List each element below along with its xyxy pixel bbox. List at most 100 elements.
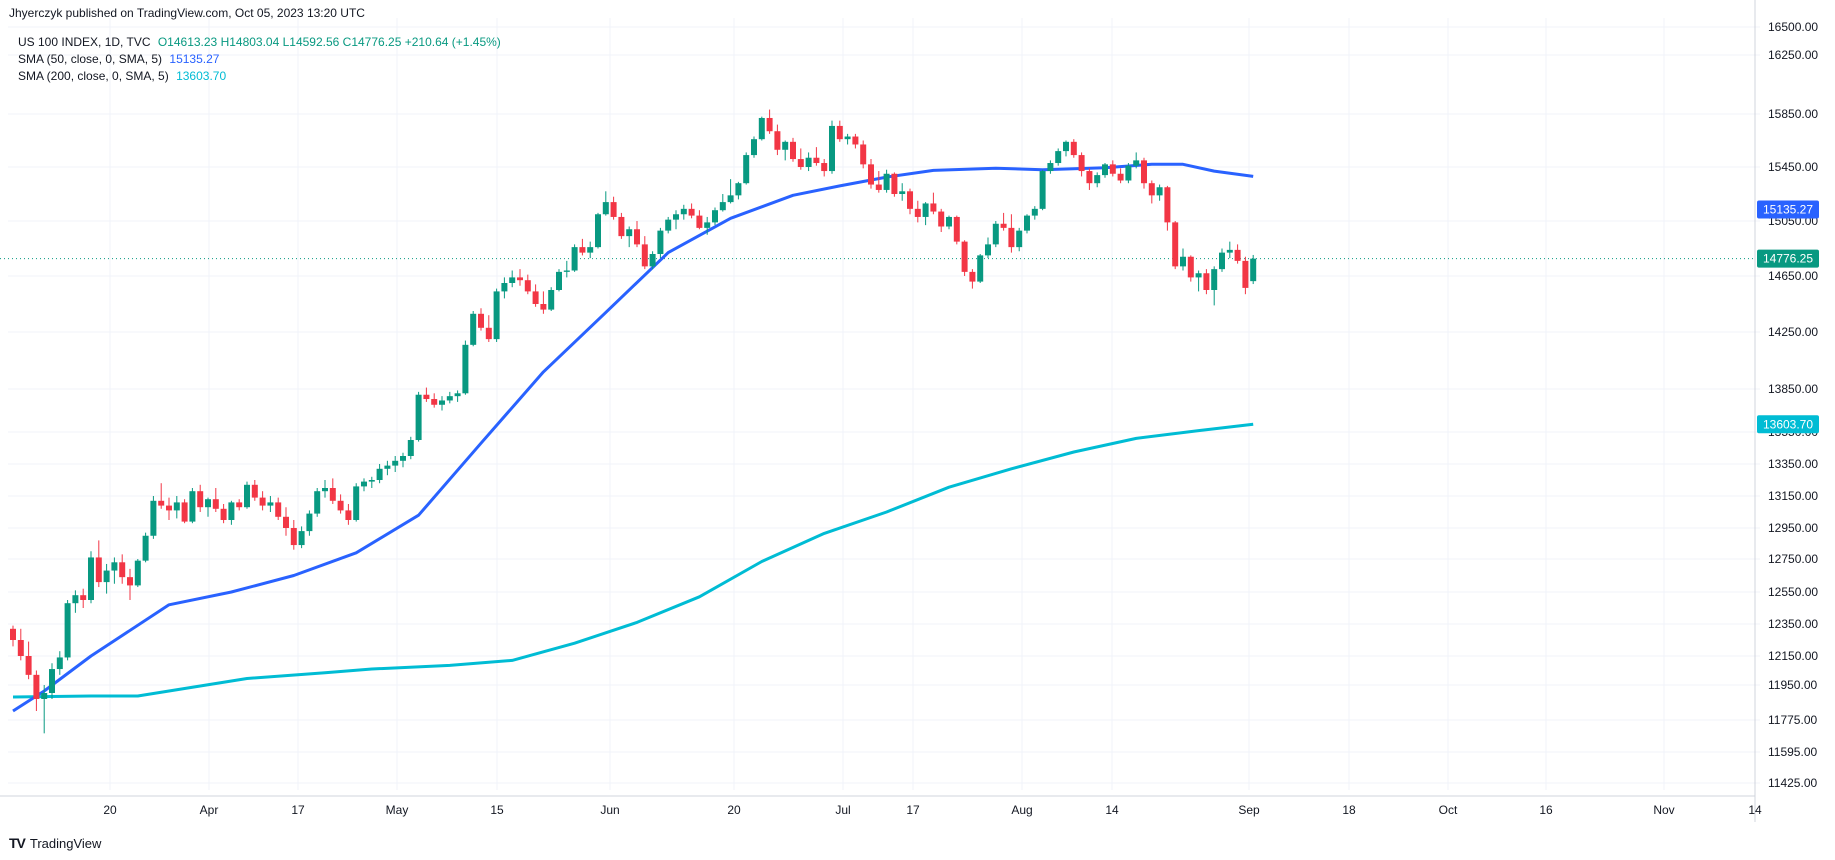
candle [72, 590, 79, 613]
candle [821, 159, 828, 177]
candle [119, 554, 126, 584]
candle-body [571, 247, 578, 271]
candle [1086, 168, 1093, 190]
candle-body [212, 499, 219, 509]
candle-body [946, 216, 952, 227]
time-tick-label: 18 [1342, 803, 1356, 817]
candle-body [267, 502, 274, 506]
candle-body [751, 139, 757, 156]
candle-body [25, 656, 32, 675]
candle-body [446, 396, 453, 401]
candle [626, 226, 633, 248]
candle-body [95, 557, 102, 583]
candle-body [173, 502, 180, 511]
candle [704, 216, 711, 235]
candle-body [813, 157, 820, 164]
candle-body [329, 488, 336, 501]
candle [1125, 163, 1132, 184]
candle [961, 240, 968, 276]
candle-body [1125, 165, 1132, 181]
candle [384, 460, 391, 476]
candle-body [181, 502, 188, 522]
candle-body [587, 247, 594, 253]
candle [1180, 248, 1186, 271]
candle [907, 188, 913, 215]
candle-body [205, 499, 211, 508]
time-tick-label: Nov [1653, 803, 1674, 817]
price-tick-label: 13850.00 [1768, 382, 1818, 396]
candle-body [189, 491, 196, 522]
candle [189, 488, 196, 524]
publish-info: Jhyerczyk published on TradingView.com, … [9, 6, 365, 20]
candle-body [166, 505, 172, 511]
candle-body [298, 531, 305, 546]
candle-body [134, 560, 141, 586]
candle-body [407, 440, 414, 456]
candle [634, 221, 640, 248]
candle [298, 526, 305, 549]
candle-body [665, 219, 672, 231]
candle [602, 191, 609, 216]
price-marker: 14776.25 [1757, 249, 1819, 268]
candle [1133, 152, 1140, 169]
candle-body [1102, 164, 1108, 176]
candle-body [556, 271, 562, 290]
candle [727, 179, 734, 204]
candle [860, 140, 867, 169]
candle-body [735, 183, 742, 196]
candle [111, 557, 118, 584]
candle-body [860, 144, 867, 165]
candle [197, 484, 204, 512]
candle [478, 308, 484, 331]
candle [345, 504, 352, 525]
candle [1109, 160, 1116, 177]
time-tick-label: Jun [600, 803, 619, 817]
candle [95, 540, 102, 588]
candle [1008, 214, 1015, 253]
candle [953, 215, 960, 245]
candle [766, 109, 773, 134]
candle-body [883, 173, 890, 190]
candle-body [1141, 160, 1147, 184]
candle-body [376, 468, 383, 480]
candle [415, 391, 422, 442]
tradingview-brand[interactable]: TV TradingView [9, 835, 101, 851]
candle-body [423, 394, 430, 400]
candle-body [517, 277, 523, 281]
candle [688, 203, 695, 219]
candle [56, 651, 63, 675]
chart-legend: US 100 INDEX, 1D, TVC O14613.23 H14803.0… [18, 34, 501, 85]
time-axis: 20 Apr 17 May 15 Jun 20 Jul 17 Aug 14 Sep 18 Oct 16 Nov… [103, 803, 1762, 817]
symbol-label[interactable]: US 100 INDEX, 1D, TVC [18, 35, 151, 49]
candle-body [1070, 141, 1077, 156]
candle [470, 311, 477, 347]
price-tick-label: 12550.00 [1768, 585, 1818, 599]
candle [501, 277, 508, 299]
price-marker: 15135.27 [1757, 200, 1819, 219]
candle-body [1211, 269, 1218, 290]
candle [431, 393, 438, 408]
candle-body [1219, 252, 1225, 270]
legend-row-sma200: SMA (200, close, 0, SMA, 5) 13603.70 [18, 68, 501, 85]
candle-body [907, 191, 913, 209]
candle [290, 520, 297, 550]
candle [1117, 168, 1124, 184]
sma200-label[interactable]: SMA (200, close, 0, SMA, 5) [18, 69, 169, 83]
candle-body [275, 502, 282, 517]
candle-body [1187, 256, 1194, 278]
candle [439, 396, 445, 411]
candle [1141, 157, 1147, 189]
candle [392, 456, 399, 472]
candle-body [431, 399, 438, 405]
sma50-label[interactable]: SMA (50, close, 0, SMA, 5) [18, 52, 163, 66]
candle [712, 207, 718, 226]
time-tick-label: Apr [200, 803, 219, 817]
candle [361, 478, 367, 492]
candle [103, 563, 110, 594]
candle-body [49, 669, 55, 693]
candle-body [1242, 260, 1249, 288]
time-tick-label: 15 [490, 803, 504, 817]
candle-body [1047, 163, 1054, 172]
candle [673, 210, 679, 230]
